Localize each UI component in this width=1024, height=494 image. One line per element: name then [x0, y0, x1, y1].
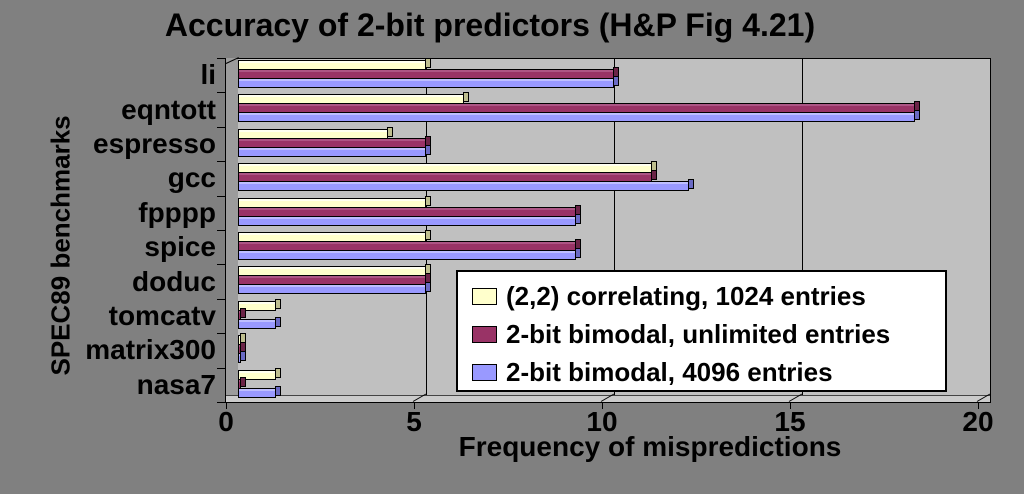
x-tick-label-20: 20	[962, 406, 994, 437]
x-axis-line	[221, 402, 991, 403]
y-axis-tick	[217, 161, 225, 162]
y-axis-tick	[217, 402, 225, 403]
bar-end-cap	[914, 110, 920, 121]
legend-label: 2-bit bimodal, 4096 entries	[506, 357, 833, 387]
y-axis-tick	[217, 92, 225, 93]
bar-nasa7-series1	[238, 367, 281, 380]
bar-spice-series3	[238, 248, 581, 260]
legend-label: (2,2) correlating, 1024 entries	[506, 281, 866, 311]
bar-matrix300-series3	[238, 351, 246, 364]
legend-swatch-icon	[472, 287, 497, 305]
x-tick-label-10: 10	[586, 406, 618, 437]
bar-end-cap	[575, 248, 581, 258]
bar-end-cap	[575, 213, 581, 224]
bar-end-cap	[425, 195, 431, 206]
plot-side-wall	[225, 58, 238, 402]
bar-end-cap	[425, 282, 431, 293]
category-label-tomcatv: tomcatv	[108, 300, 216, 331]
y-axis-tick	[217, 196, 225, 197]
bar-nasa7-series3	[238, 385, 281, 398]
x-tick-label-15: 15	[774, 406, 806, 437]
bar-end-cap	[275, 385, 281, 396]
y-axis-tick	[217, 127, 225, 128]
bar-end-cap	[425, 230, 431, 240]
legend-item-3: 2-bit bimodal, 4096 entries	[472, 357, 833, 387]
bar-end-cap	[240, 351, 246, 362]
bar-gcc-series3	[238, 179, 694, 192]
x-tick-label-5: 5	[406, 406, 422, 437]
bar-li-series3	[238, 76, 619, 88]
bar-end-cap	[463, 92, 469, 103]
y-axis-tick	[217, 230, 225, 231]
y-axis-tick	[217, 333, 225, 334]
bar-end-cap	[275, 298, 281, 309]
gridline-10	[614, 58, 615, 395]
bar-end-cap	[275, 367, 281, 378]
legend-item-2: 2-bit bimodal, unlimited entries	[472, 319, 891, 349]
category-label-li: li	[200, 59, 216, 91]
y-axis-tick	[217, 58, 225, 59]
y-axis-tick	[217, 299, 225, 300]
category-label-doduc: doduc	[132, 265, 216, 297]
x-axis-tick-0	[226, 402, 227, 409]
x-axis-tick-15	[790, 402, 791, 409]
y-axis-tick	[217, 368, 225, 369]
bar-end-cap	[387, 126, 393, 137]
y-axis-tick	[217, 264, 225, 265]
x-tick-label-0: 0	[218, 406, 234, 437]
bar-end-cap	[613, 76, 619, 86]
legend-label: 2-bit bimodal, unlimited entries	[506, 319, 891, 349]
category-label-spice: spice	[144, 231, 216, 263]
category-label-gcc: gcc	[167, 162, 216, 194]
x-axis-title: Frequency of mispredictions	[458, 431, 842, 462]
bar-doduc-series3	[238, 282, 431, 295]
bar-tomcatv-series1	[238, 298, 281, 311]
bar-end-cap	[425, 58, 431, 68]
bar-end-cap	[275, 316, 281, 327]
bar-fpppp-series3	[238, 213, 581, 226]
bar-end-cap	[651, 170, 657, 181]
bar-eqntott-series3	[238, 110, 920, 123]
category-label-matrix300: matrix300	[85, 334, 216, 366]
gridline-15	[802, 58, 803, 395]
category-label-eqntott: eqntott	[121, 93, 216, 125]
bar-tomcatv-series3	[238, 316, 281, 329]
x-axis-tick-20	[978, 402, 979, 409]
chart-title: Accuracy of 2-bit predictors (H&P Fig 4.…	[164, 7, 816, 43]
x-axis-tick-5	[414, 402, 415, 409]
gridline-5	[426, 58, 427, 395]
bar-end-cap	[240, 376, 246, 387]
x-axis-tick-10	[602, 402, 603, 409]
category-label-nasa7: nasa7	[136, 368, 216, 400]
legend-item-1: (2,2) correlating, 1024 entries	[472, 281, 866, 311]
legend-swatch-icon	[472, 363, 497, 381]
legend-swatch-icon	[472, 325, 497, 343]
bar-end-cap	[688, 179, 694, 190]
bar-espresso-series3	[238, 144, 431, 157]
plot-right-border	[990, 58, 991, 402]
legend: (2,2) correlating, 1024 entries 2-bit bim…	[456, 270, 947, 392]
category-label-espresso: espresso	[93, 128, 216, 159]
category-label-fpppp: fpppp	[138, 196, 216, 228]
bar-end-cap	[240, 307, 246, 318]
bar-end-cap	[425, 144, 431, 155]
